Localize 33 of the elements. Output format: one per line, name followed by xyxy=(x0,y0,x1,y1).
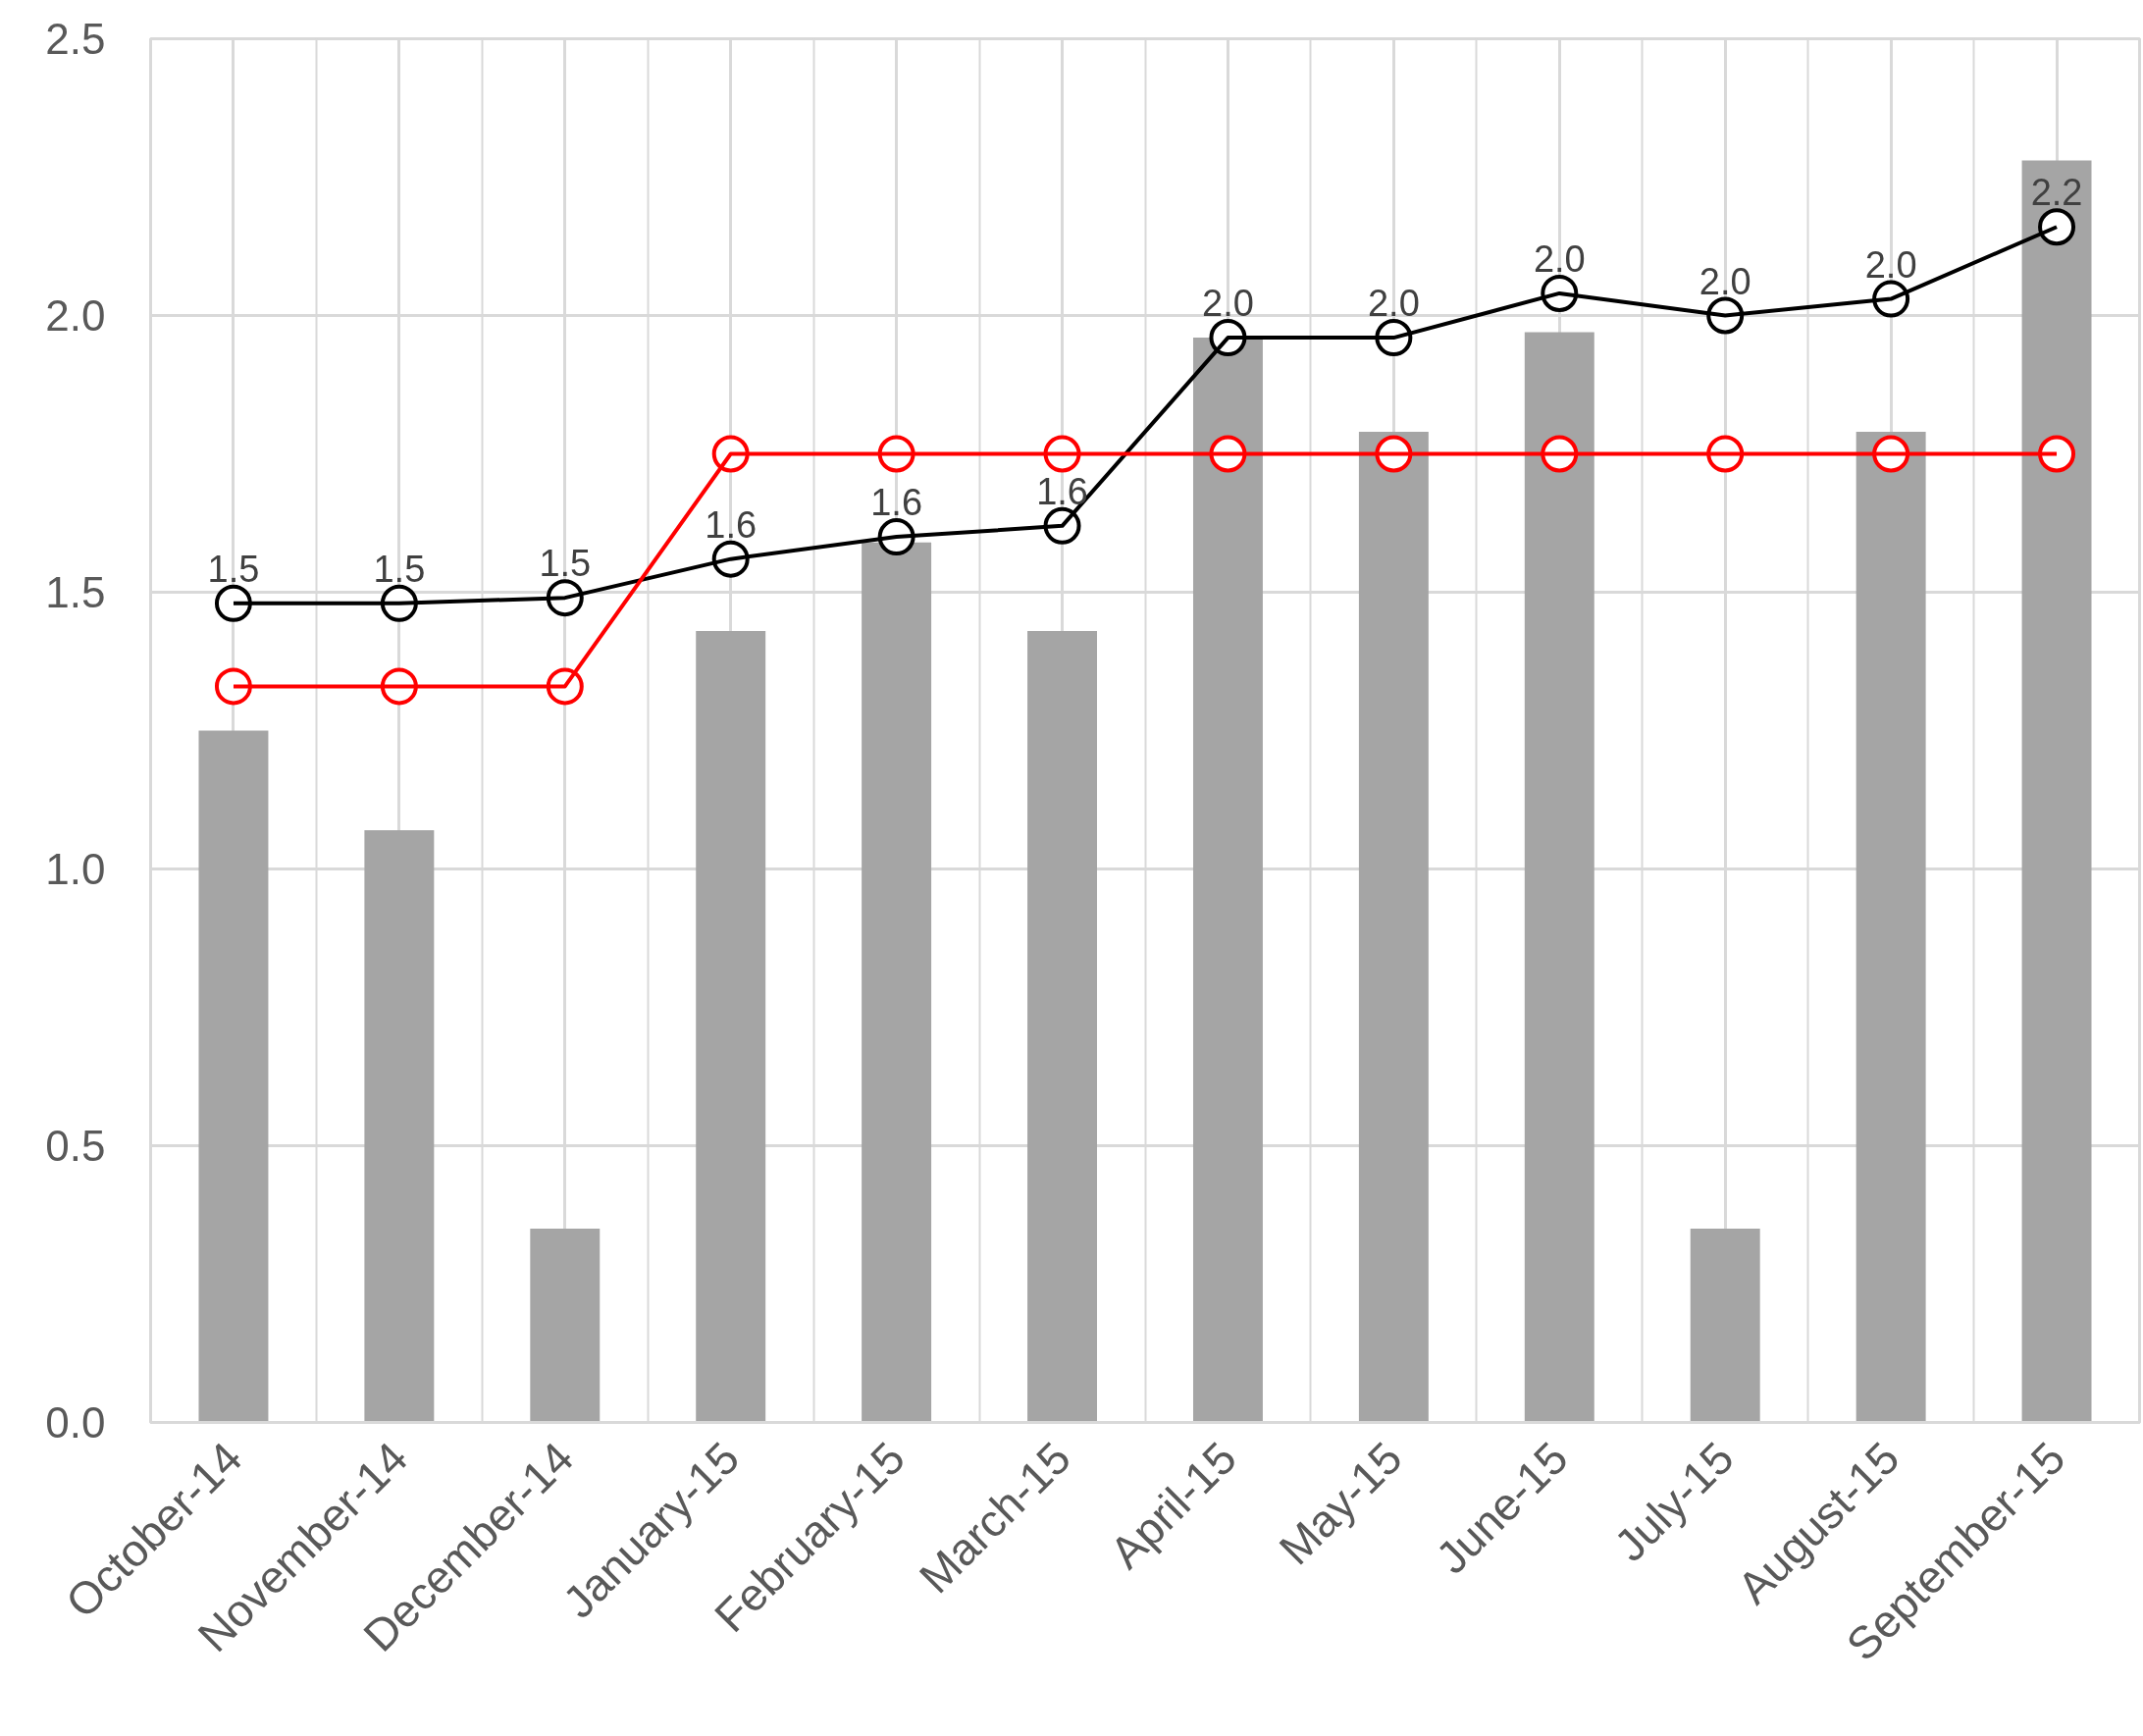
bar xyxy=(198,730,269,1423)
data-label: 2.0 xyxy=(1202,283,1254,325)
data-label: 1.5 xyxy=(373,548,426,590)
y-tick-label: 2.0 xyxy=(45,291,106,340)
bar xyxy=(1856,431,1926,1423)
bar xyxy=(1192,338,1263,1423)
data-label: 2.0 xyxy=(1864,243,1917,286)
data-label: 2.0 xyxy=(1367,283,1420,325)
data-label: 2.0 xyxy=(1699,260,1751,302)
bar xyxy=(1358,431,1429,1423)
data-label: 1.5 xyxy=(539,543,592,585)
data-label: 1.6 xyxy=(1036,470,1088,512)
data-label: 1.6 xyxy=(870,482,923,524)
y-tick-label: 0.5 xyxy=(45,1122,106,1170)
bar xyxy=(1027,630,1098,1423)
data-label: 1.5 xyxy=(207,548,260,590)
bar xyxy=(530,1229,601,1423)
point xyxy=(2038,208,2076,246)
data-label: 2.2 xyxy=(2030,172,2083,214)
data-label: 2.0 xyxy=(1533,237,1586,280)
point xyxy=(2038,435,2076,473)
bar xyxy=(696,630,766,1423)
y-tick-label: 1.5 xyxy=(45,568,106,616)
y-tick-label: 0.0 xyxy=(45,1398,106,1447)
data-label: 1.6 xyxy=(705,503,758,546)
bar xyxy=(1524,332,1594,1423)
bar xyxy=(1690,1229,1760,1423)
y-tick-label: 1.0 xyxy=(45,845,106,893)
bar xyxy=(364,830,435,1423)
bar xyxy=(862,542,932,1423)
y-tick-label: 2.5 xyxy=(45,15,106,63)
point xyxy=(214,584,252,622)
bar xyxy=(2021,160,2092,1423)
